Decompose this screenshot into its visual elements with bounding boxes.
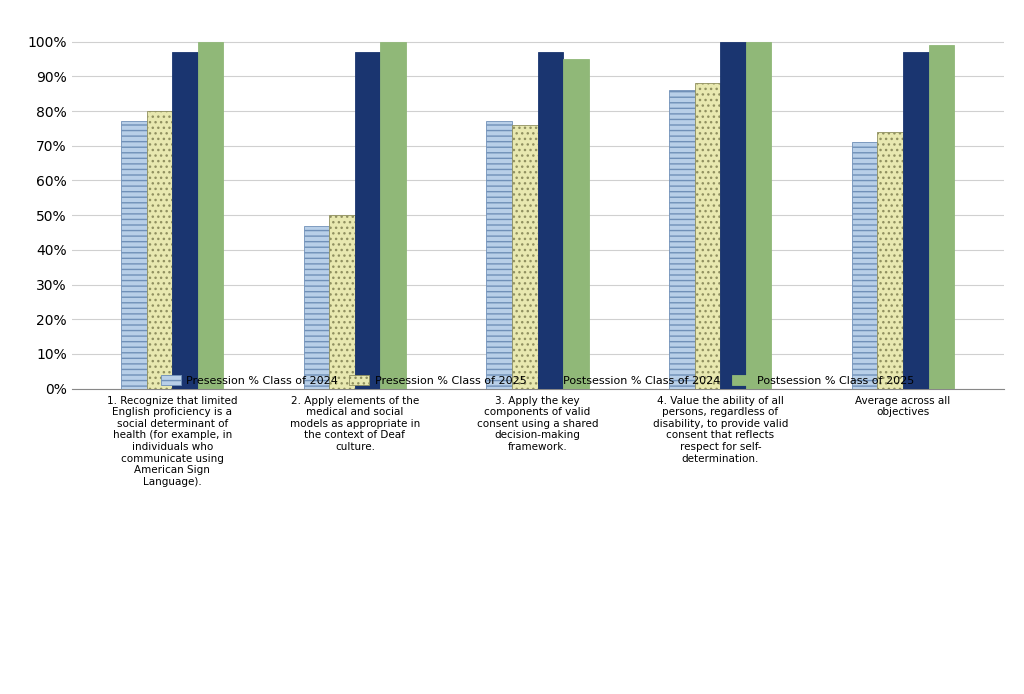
Bar xyxy=(694,83,720,389)
Bar xyxy=(538,52,563,389)
Bar xyxy=(745,42,771,389)
Bar xyxy=(852,142,878,389)
Bar xyxy=(121,121,146,389)
Bar xyxy=(486,121,512,389)
Bar xyxy=(669,90,694,389)
Bar xyxy=(355,52,381,389)
Bar xyxy=(903,52,929,389)
Bar xyxy=(878,132,903,389)
Bar xyxy=(381,42,407,389)
Bar xyxy=(563,59,589,389)
Legend: Presession % Class of 2024, Presession % Class of 2025, Postsession % Class of 2: Presession % Class of 2024, Presession %… xyxy=(157,371,919,391)
Bar xyxy=(172,52,198,389)
Bar xyxy=(512,125,538,389)
Bar xyxy=(330,215,355,389)
Bar xyxy=(198,42,223,389)
Bar xyxy=(146,111,172,389)
Bar xyxy=(720,42,745,389)
Bar xyxy=(304,226,330,389)
Bar xyxy=(929,45,954,389)
